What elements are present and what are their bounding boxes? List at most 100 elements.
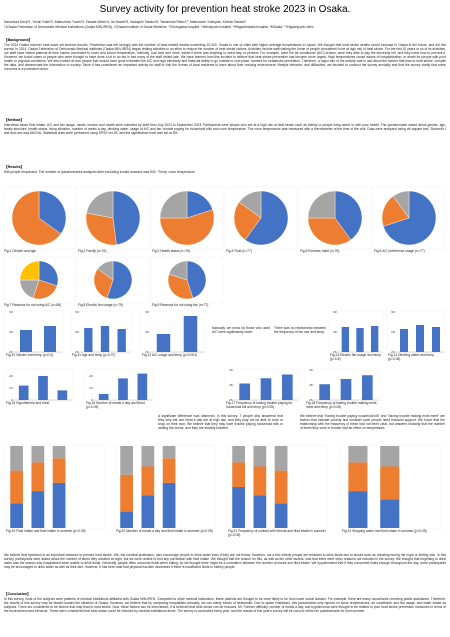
figure-frame — [76, 186, 150, 250]
bar-segment — [120, 446, 133, 475]
figure-caption: Fig.6 A/C preference usage (n=77) — [374, 249, 425, 253]
bar-segment — [274, 446, 288, 471]
bar — [282, 374, 293, 400]
y-tick-label: 0 — [11, 398, 13, 402]
figure-frame — [226, 444, 328, 530]
bar — [371, 326, 379, 352]
bar — [44, 326, 56, 352]
y-tick-label: 26 — [229, 398, 233, 402]
y-tick-label: 30 — [9, 310, 13, 314]
pie-slice — [233, 201, 262, 241]
note: Naturally, we know for those who used A/… — [212, 326, 270, 334]
figure-frame — [2, 186, 76, 250]
figure-frame — [140, 310, 206, 354]
figure-frame — [224, 186, 298, 250]
y-tick-label: 20 — [9, 374, 13, 378]
heading: 【Background】 — [4, 38, 33, 42]
bar-segment — [348, 491, 368, 528]
y-tick-label: 0 — [91, 398, 93, 402]
figure-frame — [114, 444, 216, 530]
figure-caption: Fig.13 Electric fan usage and temp (p=0.… — [330, 353, 381, 361]
figure-caption: Fig.8 Electric fan usage (n=79) — [78, 303, 123, 307]
pie-slice — [186, 260, 207, 299]
bar — [156, 334, 171, 352]
bar — [340, 379, 352, 400]
paragraph: A significant difference was observed. I… — [158, 414, 283, 430]
bar-segment — [120, 511, 133, 528]
bar — [183, 316, 198, 352]
y-tick-label: 10 — [89, 386, 93, 390]
bar-segment — [253, 495, 267, 528]
affiliations: *1Osaka Federation of Democratic Medical… — [4, 25, 314, 29]
bar — [356, 328, 364, 352]
paragraph: We believe that hydration is an importan… — [4, 553, 446, 569]
figure-caption: Fig.15 Hypothermia and thirst — [6, 401, 50, 405]
bar-segment — [162, 446, 176, 459]
heading: 【Results】 — [4, 165, 25, 169]
body-text: The 2023 Osaka summer heat wave set seve… — [4, 43, 446, 71]
bar — [362, 375, 373, 400]
pie-slice — [167, 273, 194, 300]
pie-slice — [19, 260, 40, 281]
pie-slice — [244, 190, 289, 246]
y-tick-label: 26 — [309, 398, 313, 402]
bar-segment — [274, 503, 288, 528]
bar — [432, 327, 440, 352]
figure-caption: Fig.1 Gender and age — [4, 249, 37, 253]
figure-caption: Fig.5 Exercise habit (n=76) — [300, 249, 340, 253]
figure-caption: Fig.2 Family (n=76) — [78, 249, 107, 253]
y-tick-label: 28 — [145, 330, 149, 334]
figure-frame — [76, 256, 150, 304]
body-text: In this survey, most of the subjects wer… — [4, 597, 446, 613]
figure-frame — [150, 186, 224, 250]
y-tick-label: 26 — [145, 350, 149, 354]
bar-segment — [348, 446, 368, 463]
bar-segment — [380, 446, 400, 467]
y-tick-label: 26 — [75, 350, 79, 354]
bar-segment — [253, 446, 267, 467]
figure-frame — [84, 368, 154, 402]
y-tick-label: 26 — [391, 350, 395, 354]
bar-segment — [52, 458, 66, 483]
y-tick-label: 28 — [9, 330, 13, 334]
bar-segment — [232, 487, 245, 528]
y-tick-label: 28 — [333, 330, 337, 334]
figure-frame — [70, 310, 132, 354]
y-tick-label: 30 — [309, 368, 313, 372]
bar-segment — [380, 466, 400, 500]
pie-slice — [383, 190, 437, 246]
figure-caption: Fig.18 Frequency of having trouble makin… — [306, 401, 377, 409]
bar — [416, 325, 424, 352]
figure-frame — [4, 368, 74, 402]
pie-slice — [97, 260, 114, 281]
pie-slice — [85, 212, 117, 246]
bar — [100, 326, 110, 352]
figure-frame — [372, 186, 446, 250]
authors: Nakamura Kenji*1, Yoshii Yukie*2, Matsum… — [4, 20, 246, 24]
bar — [20, 330, 32, 352]
figure-caption: Fig.9 Reasons for not using fan (n=77) — [152, 303, 209, 307]
bar-segment — [348, 462, 368, 492]
figure-caption: Fig.12 A/C usage and temp (p<0.001) — [142, 353, 198, 357]
pie-slice — [38, 260, 59, 287]
figure-caption: Fig.10 Gender and temp (p=0.0) — [6, 353, 54, 357]
pie-slice — [32, 279, 58, 300]
bar-segment — [120, 474, 133, 512]
bar — [137, 373, 148, 400]
figure-frame — [150, 256, 224, 304]
bar-segment — [380, 499, 400, 528]
bar — [117, 329, 126, 352]
y-tick-label: 30 — [229, 368, 233, 372]
pie-slice — [159, 190, 188, 219]
bar-segment — [232, 462, 245, 487]
pie-slice — [159, 209, 215, 246]
figure-frame — [386, 310, 446, 354]
body-text: 846 people responded. The number of ques… — [4, 170, 195, 174]
figure-caption: Fig.20 Number of meals a day and fluid i… — [116, 529, 213, 533]
bar-segment — [253, 466, 267, 496]
heading: 【Conclusion】 — [4, 592, 31, 596]
figure-frame — [340, 444, 442, 530]
figure-caption: Fig.19 Fluid intake and fluid intake in … — [6, 529, 86, 533]
y-tick-label: 26 — [9, 350, 13, 354]
